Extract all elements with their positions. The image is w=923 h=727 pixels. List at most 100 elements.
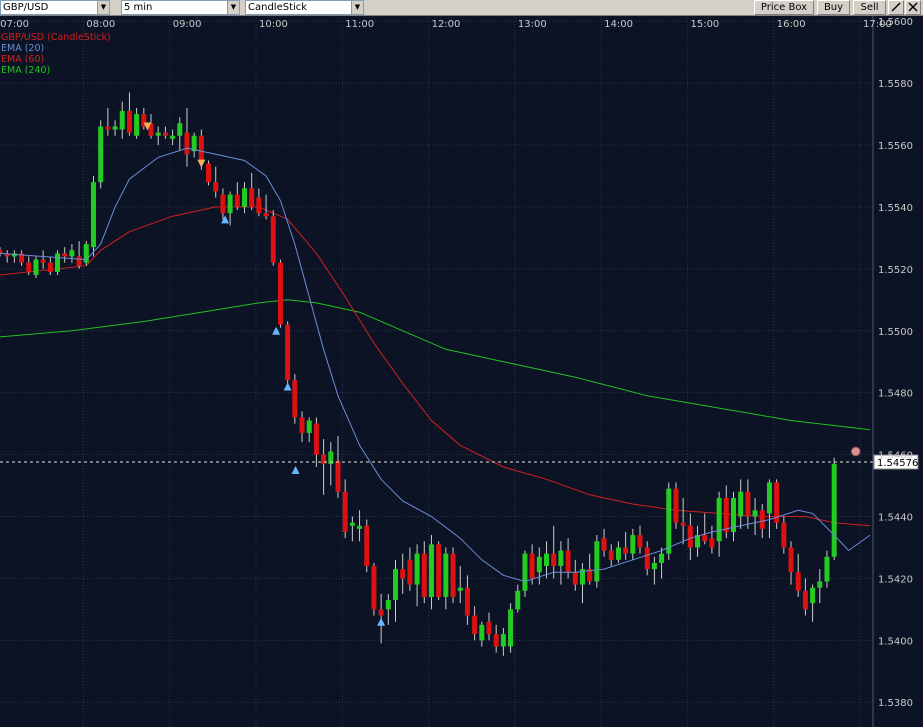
bear-candle xyxy=(40,259,46,263)
bear-candle xyxy=(493,634,499,647)
bull-candle xyxy=(306,420,312,433)
bear-candle xyxy=(141,114,147,127)
plot-area[interactable] xyxy=(0,15,873,727)
bull-candle xyxy=(817,581,823,588)
bull-candle xyxy=(831,463,837,557)
bear-candle xyxy=(745,491,751,517)
bull-candle xyxy=(414,553,420,585)
price-axis[interactable] xyxy=(873,15,923,727)
pencil-icon[interactable] xyxy=(888,0,904,15)
bull-candle xyxy=(515,590,521,610)
buy-signal-arrow xyxy=(221,215,230,224)
bull-candle xyxy=(738,491,744,517)
bull-candle xyxy=(55,253,61,272)
price-tick-label: 1.5580 xyxy=(878,79,913,90)
time-tick-label: 14:00 xyxy=(604,19,633,30)
bear-candle xyxy=(47,262,53,272)
bull-candle xyxy=(730,497,736,532)
bull-candle xyxy=(594,541,600,582)
chevron-down-icon[interactable]: ▼ xyxy=(97,1,109,14)
bear-candle xyxy=(371,566,377,610)
ema-20-path xyxy=(0,147,871,583)
bear-candle xyxy=(702,535,708,542)
price-tick-label: 1.5460 xyxy=(878,451,913,462)
bull-candle xyxy=(536,556,542,573)
close-icon[interactable] xyxy=(905,0,921,15)
bear-candle xyxy=(565,550,571,573)
sell-button[interactable]: Sell xyxy=(853,0,886,15)
price-tick-label: 1.5560 xyxy=(878,141,913,152)
bear-candle xyxy=(270,216,276,263)
symbol-select-value: GBP/USD xyxy=(3,2,49,13)
chevron-down-icon[interactable]: ▼ xyxy=(351,1,363,14)
bear-candle xyxy=(335,460,341,492)
legend-entry: EMA (20) xyxy=(1,43,44,54)
ema-240-line xyxy=(0,299,871,431)
bear-candle xyxy=(572,572,578,585)
bear-candle xyxy=(400,569,406,579)
time-tick-label: 08:00 xyxy=(86,19,115,30)
price-box-button[interactable]: Price Box xyxy=(754,0,814,15)
bear-candle xyxy=(673,488,679,523)
bull-candle xyxy=(328,451,334,464)
bull-candle xyxy=(544,553,550,567)
bull-candle xyxy=(33,259,39,276)
chart-style-select-value: CandleStick xyxy=(248,2,308,13)
bear-candle xyxy=(378,609,384,616)
buy-signal-arrow xyxy=(283,382,292,391)
bull-candle xyxy=(155,132,161,136)
bull-candle xyxy=(695,535,701,548)
price-tick-label: 1.5380 xyxy=(878,698,913,709)
bull-candle xyxy=(824,556,830,582)
bull-candle xyxy=(98,126,104,183)
ema-240-path xyxy=(0,299,871,431)
buy-button[interactable]: Buy xyxy=(817,0,850,15)
price-tick-label: 1.5420 xyxy=(878,574,913,585)
bear-candle xyxy=(342,491,348,532)
bear-candle xyxy=(637,535,643,548)
time-tick-label: 11:00 xyxy=(345,19,374,30)
time-tick-label: 12:00 xyxy=(432,19,461,30)
bull-candle xyxy=(241,188,247,207)
bear-candle xyxy=(788,547,794,573)
current-price-line: 1.54576 xyxy=(0,446,919,470)
bull-candle xyxy=(615,547,621,560)
bull-candle xyxy=(522,553,528,591)
bear-candle xyxy=(421,553,427,597)
bull-candle xyxy=(393,569,399,601)
bull-candle xyxy=(443,553,449,597)
price-tick-label: 1.5540 xyxy=(878,203,913,214)
bear-candle xyxy=(76,256,82,266)
bear-candle xyxy=(220,194,226,214)
time-tick-label: 10:00 xyxy=(259,19,288,30)
last-price-dot xyxy=(850,446,861,457)
bear-candle xyxy=(4,253,10,257)
bull-candle xyxy=(177,123,183,136)
bear-candle xyxy=(148,123,154,136)
legend-entry: EMA (60) xyxy=(1,54,44,65)
time-tick-label: 13:00 xyxy=(518,19,547,30)
chart-style-select[interactable]: CandleStick ▼ xyxy=(245,0,364,15)
symbol-select[interactable]: GBP/USD ▼ xyxy=(0,0,110,15)
current-price-box xyxy=(873,454,919,470)
price-tick-label: 1.5400 xyxy=(878,636,913,647)
price-tick-label: 1.5600 xyxy=(878,17,913,28)
bear-candle xyxy=(795,572,801,591)
bear-candle xyxy=(687,525,693,548)
bear-candle xyxy=(277,262,283,325)
bull-candle xyxy=(508,609,514,647)
chevron-down-icon[interactable]: ▼ xyxy=(227,1,239,14)
bear-candle xyxy=(213,182,219,192)
bear-candle xyxy=(299,417,305,433)
bear-candle xyxy=(321,454,327,464)
current-price-label: 1.54576 xyxy=(877,458,918,469)
timeframe-select[interactable]: 5 min ▼ xyxy=(121,0,240,15)
chart-toolbar: GBP/USD ▼ 5 min ▼ CandleStick ▼ Price Bo… xyxy=(0,0,923,16)
price-tick-label: 1.5480 xyxy=(878,389,913,400)
bull-candle xyxy=(83,244,89,263)
bull-candle xyxy=(479,624,485,641)
bear-candle xyxy=(486,621,492,635)
buy-signal-arrow xyxy=(272,326,281,335)
legend-entry: GBP/USD (CandleStick) xyxy=(1,32,111,43)
